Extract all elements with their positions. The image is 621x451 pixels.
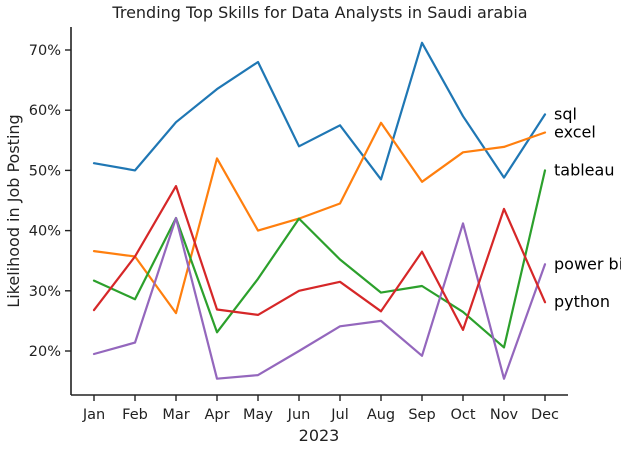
axes: 20% 30% 40% 50% 60% 70% Jan Feb Mar Apr May Jun Jul A…	[29, 27, 568, 423]
series-line-power-bi	[92, 216, 547, 380]
x-tick-label: Jul	[330, 407, 349, 423]
series-label-excel: excel	[554, 122, 596, 141]
x-tick-label: Jun	[287, 407, 311, 423]
x-tick-label: Jan	[82, 407, 105, 423]
series-label-power-bi: power bi	[554, 254, 621, 273]
x-tick-label: Apr	[204, 407, 229, 423]
series-label-sql: sql	[554, 104, 577, 123]
x-tick-label: Feb	[122, 407, 148, 423]
x-tick-label: Aug	[367, 407, 395, 423]
series-lines	[92, 41, 547, 380]
x-tick-label: Mar	[162, 407, 189, 423]
series-line-excel	[92, 121, 547, 315]
chart-title: Trending Top Skills for Data Analysts in…	[111, 3, 527, 22]
x-tick-label: May	[243, 407, 273, 423]
series-line-python	[92, 185, 547, 331]
y-tick-label: 20%	[29, 344, 61, 360]
y-tick-label: 70%	[29, 43, 61, 59]
series-line-tableau	[92, 169, 547, 349]
y-tick-label: 40%	[29, 224, 61, 240]
series-line-sql	[92, 41, 547, 181]
y-tick-label: 60%	[29, 103, 61, 119]
x-tick-label: Sep	[408, 407, 435, 423]
y-tick-label: 30%	[29, 284, 61, 300]
x-tick-label: Dec	[531, 407, 559, 423]
y-tick-label: 50%	[29, 163, 61, 179]
y-axis-label: Likelihood in Job Posting	[4, 114, 23, 307]
x-axis-label: 2023	[299, 426, 340, 445]
x-tick-label: Oct	[450, 407, 475, 423]
series-label-python: python	[554, 292, 610, 311]
series-label-tableau: tableau	[554, 160, 614, 179]
x-tick-label: Nov	[490, 407, 519, 423]
